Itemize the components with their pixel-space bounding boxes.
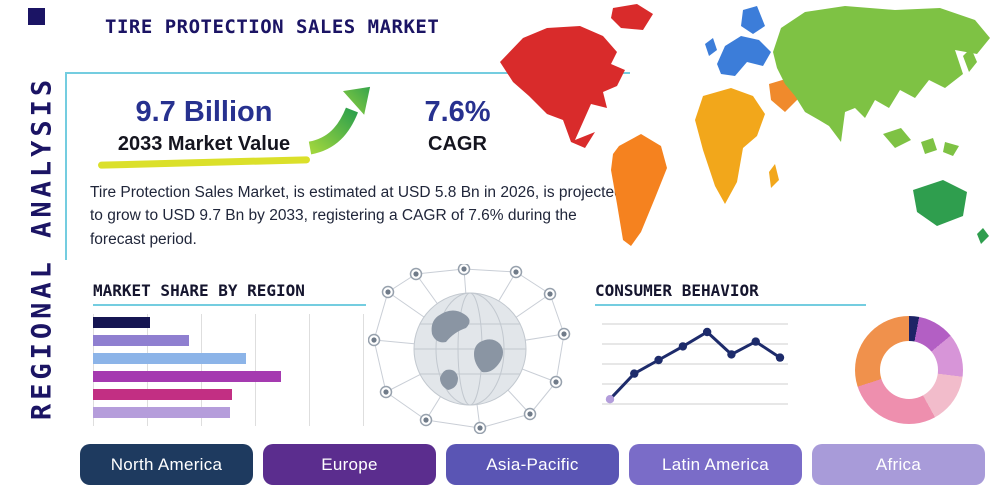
region-button-africa[interactable]: Africa bbox=[812, 444, 985, 485]
line-point-2 bbox=[630, 369, 639, 378]
map-madagascar bbox=[769, 164, 779, 188]
cagr-value: 7.6% bbox=[424, 96, 491, 128]
map-south-america bbox=[611, 134, 667, 246]
consumer-behavior-line-chart bbox=[602, 323, 788, 405]
map-japan bbox=[963, 48, 977, 72]
line-point-6 bbox=[727, 350, 736, 359]
region-button-latin-america[interactable]: Latin America bbox=[629, 444, 802, 485]
market-donut-chart bbox=[855, 316, 963, 424]
map-southeast-asia-2 bbox=[921, 138, 937, 154]
map-north-america bbox=[500, 26, 625, 148]
panel-border bbox=[65, 72, 630, 260]
region-button-north-america[interactable]: North America bbox=[80, 444, 253, 485]
map-southeast-asia-3 bbox=[943, 142, 959, 156]
region-button-europe[interactable]: Europe bbox=[263, 444, 436, 485]
market-share-bar-chart bbox=[93, 314, 366, 426]
market-share-bar-5 bbox=[93, 389, 233, 400]
map-africa bbox=[695, 88, 765, 204]
market-value-2033-label: 2033 Market Value bbox=[117, 132, 291, 155]
line-point-5 bbox=[702, 327, 712, 337]
map-southeast-asia-1 bbox=[883, 128, 911, 148]
cagr-label: CAGR bbox=[428, 132, 487, 155]
market-share-bar-6 bbox=[93, 407, 230, 418]
map-australia bbox=[913, 180, 967, 226]
corner-deco-square bbox=[28, 8, 45, 25]
consumer-behavior-underline bbox=[595, 304, 866, 306]
map-greenland bbox=[611, 4, 653, 30]
market-value-2033: 9.7 Billion bbox=[135, 96, 273, 128]
market-share-bar-2 bbox=[93, 335, 189, 346]
bar-chart-plot-area bbox=[93, 314, 366, 426]
consumer-behavior-heading: CONSUMER BEHAVIOR bbox=[595, 281, 759, 300]
map-asia bbox=[773, 6, 990, 142]
line-point-7 bbox=[751, 337, 760, 346]
donut-hole bbox=[880, 341, 938, 399]
world-map bbox=[500, 4, 990, 246]
map-new-zealand bbox=[977, 228, 989, 244]
line-point-8 bbox=[775, 353, 785, 362]
line-point-3 bbox=[654, 355, 663, 365]
region-buttons-row: North America Europe Asia-Pacific Latin … bbox=[80, 444, 985, 485]
cagr-stat: 7.6% CAGR bbox=[400, 96, 515, 156]
line-point-4 bbox=[678, 342, 688, 351]
market-share-bar-4 bbox=[93, 371, 282, 382]
map-scandinavia bbox=[741, 6, 765, 34]
map-europe bbox=[717, 36, 771, 76]
market-value-stat: 9.7 Billion 2033 Market Value bbox=[97, 96, 311, 169]
map-united-kingdom bbox=[705, 38, 717, 56]
side-label-regional-analysis: REGIONAL ANALYSIS bbox=[26, 75, 58, 421]
market-share-bar-3 bbox=[93, 353, 246, 364]
market-share-underline bbox=[93, 304, 366, 306]
region-button-asia-pacific[interactable]: Asia-Pacific bbox=[446, 444, 619, 485]
growth-arrow-icon bbox=[307, 83, 374, 159]
globe-landmasses bbox=[431, 310, 503, 390]
line-point-1 bbox=[605, 395, 615, 404]
market-description: Tire Protection Sales Market, is estimat… bbox=[90, 184, 623, 248]
page-title: TIRE PROTECTION SALES MARKET bbox=[105, 16, 440, 38]
market-share-bar-1 bbox=[93, 317, 151, 328]
market-share-heading: MARKET SHARE BY REGION bbox=[93, 281, 305, 300]
globe-network-graphic bbox=[368, 264, 571, 434]
globe-network-nodes bbox=[368, 264, 571, 434]
globe-grid-lines bbox=[413, 292, 527, 406]
consumer-behavior-line bbox=[608, 330, 781, 401]
